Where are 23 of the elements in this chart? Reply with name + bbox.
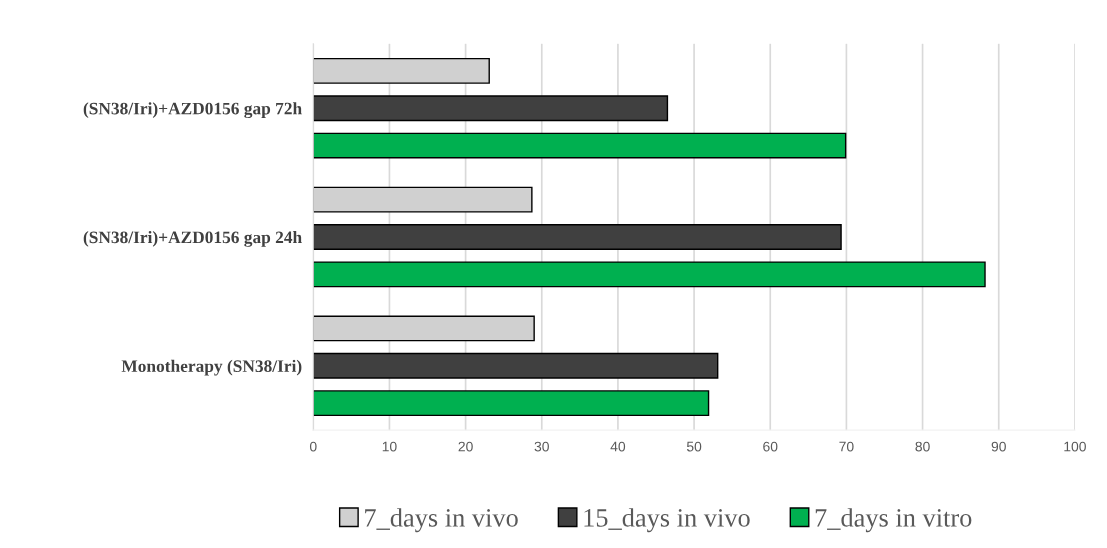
- bar: [313, 261, 986, 288]
- legend-label: 7_days in vivo: [365, 508, 518, 533]
- x-tick-label: 90: [991, 441, 1006, 452]
- bar: [313, 390, 710, 417]
- y-tick-label: (SN38/Iri)+AZD0156 gap 72h: [83, 102, 302, 119]
- x-tick-label: 20: [458, 441, 473, 452]
- legend-label: 7_days in vitro: [815, 508, 972, 533]
- bar: [313, 224, 842, 250]
- bar: [313, 352, 719, 379]
- legend-label: 15_days in vivo: [584, 508, 750, 533]
- x-tick-label: 10: [382, 441, 397, 452]
- x-tick-label: 50: [686, 441, 702, 452]
- y-tick-label: (SN38/Iri)+AZD0156 gap 24h: [83, 230, 302, 247]
- bar: [313, 132, 847, 159]
- x-tick-label: 30: [534, 441, 549, 452]
- x-tick-label: 0: [309, 441, 317, 452]
- x-tick-label: 100: [1064, 441, 1086, 452]
- x-tick-label: 60: [763, 441, 778, 452]
- x-tick-label: 80: [915, 441, 930, 452]
- bar: [313, 95, 669, 122]
- x-tick-label: 70: [839, 441, 854, 452]
- x-tick-label: 40: [610, 441, 626, 452]
- y-tick-label: Monotherapy (SN38/Iri): [121, 359, 302, 376]
